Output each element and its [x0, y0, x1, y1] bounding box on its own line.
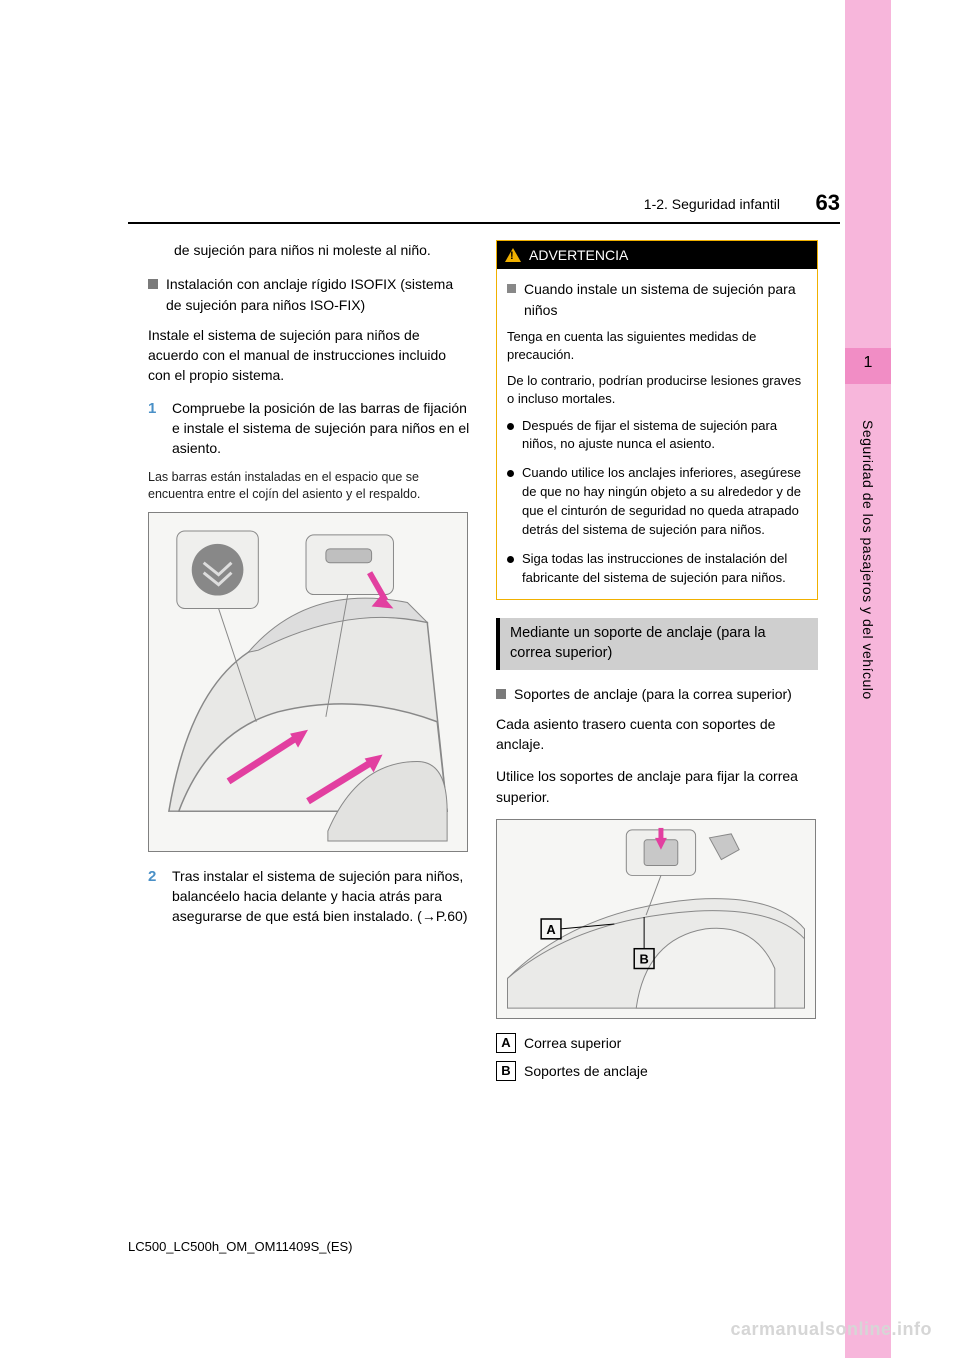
side-section-title: Seguridad de los pasajeros y del vehícul…: [860, 420, 876, 700]
step2-text-b: ): [463, 908, 468, 924]
svg-text:B: B: [639, 952, 648, 967]
warning-title: ADVERTENCIA: [529, 245, 628, 265]
step-2: 2 Tras instalar el sistema de sujeción p…: [148, 866, 470, 927]
tether-illustration: A B: [497, 820, 815, 1018]
square-bullet-icon: [507, 284, 516, 293]
figure-tether-anchor: A B: [496, 819, 816, 1019]
step-note: Las barras están instaladas en el espaci…: [148, 469, 470, 504]
page-ref: →P.60: [422, 908, 463, 924]
bullet-dot-icon: [507, 470, 514, 477]
chapter-tab-bg: [845, 0, 891, 348]
manual-page: 1 Seguridad de los pasajeros y del vehíc…: [0, 0, 960, 1358]
legend-a-text: Correa superior: [524, 1033, 621, 1053]
warning-bullet: Siga todas las instrucciones de instalac…: [507, 550, 807, 588]
watermark: carmanualsonline.info: [730, 1319, 932, 1340]
sub-heading-isofix: Instalación con anclaje rígido ISOFIX (s…: [148, 274, 470, 315]
warning-p1: Tenga en cuenta las siguientes medidas d…: [507, 328, 807, 364]
left-column: de sujeción para niños ni moleste al niñ…: [148, 240, 470, 1090]
right-column: ADVERTENCIA Cuando instale un sistema de…: [496, 240, 818, 1090]
warning-bullet: Después de fijar el sistema de sujeción …: [507, 417, 807, 455]
isofix-illustration: [149, 513, 467, 851]
continued-text: de sujeción para niños ni moleste al niñ…: [148, 240, 470, 260]
warning-triangle-icon: [505, 248, 521, 262]
sub-heading-text: Soportes de anclaje (para la correa supe…: [514, 684, 792, 704]
chapter-number: 1: [845, 354, 891, 372]
sub-heading-text: Instalación con anclaje rígido ISOFIX (s…: [166, 274, 470, 315]
figure-isofix-seat: [148, 512, 468, 852]
legend-box-b: B: [496, 1061, 516, 1081]
page-header: 1-2. Seguridad infantil 63: [128, 196, 840, 224]
legend-box-a: A: [496, 1033, 516, 1053]
step-text: Compruebe la posición de las barras de f…: [172, 398, 470, 459]
section-label: 1-2. Seguridad infantil: [644, 196, 780, 212]
step-1: 1 Compruebe la posición de las barras de…: [148, 398, 470, 459]
square-bullet-icon: [148, 279, 158, 289]
legend-b: B Soportes de anclaje: [496, 1061, 818, 1081]
legend-a: A Correa superior: [496, 1033, 818, 1053]
legend-b-text: Soportes de anclaje: [524, 1061, 648, 1081]
step-number: 2: [148, 866, 162, 927]
bullet-dot-icon: [507, 423, 514, 430]
step2-text-a: Tras instalar el sistema de sujeción par…: [172, 868, 463, 925]
warning-b2: Cuando utilice los anclajes inferiores, …: [522, 464, 807, 539]
warning-b3: Siga todas las instrucciones de instalac…: [522, 550, 807, 588]
square-bullet-icon: [496, 689, 506, 699]
step-text: Tras instalar el sistema de sujeción par…: [172, 866, 470, 927]
warning-bullet: Cuando utilice los anclajes inferiores, …: [507, 464, 807, 539]
content-area: de sujeción para niños ni moleste al niñ…: [148, 240, 818, 1090]
warning-box: ADVERTENCIA Cuando instale un sistema de…: [496, 240, 818, 600]
intro-paragraph: Instale el sistema de sujeción para niño…: [148, 325, 470, 386]
warning-header: ADVERTENCIA: [497, 241, 817, 269]
step-number: 1: [148, 398, 162, 459]
page-number: 63: [816, 190, 840, 216]
section-heading-bar: Mediante un soporte de anclaje (para la …: [496, 618, 818, 669]
anchor-p1: Cada asiento trasero cuenta con soportes…: [496, 714, 818, 755]
warning-subtitle-row: Cuando instale un sistema de sujeción pa…: [507, 279, 807, 320]
bullet-dot-icon: [507, 556, 514, 563]
anchor-p2: Utilice los soportes de anclaje para fij…: [496, 766, 818, 807]
footer-code: LC500_LC500h_OM_OM11409S_(ES): [128, 1239, 353, 1254]
warning-b1: Después de fijar el sistema de sujeción …: [522, 417, 807, 455]
sub-heading-anchor: Soportes de anclaje (para la correa supe…: [496, 684, 818, 704]
warning-p2: De lo contrario, podrían producirse lesi…: [507, 372, 807, 408]
svg-text:A: A: [546, 922, 555, 937]
warning-subtitle: Cuando instale un sistema de sujeción pa…: [524, 279, 807, 320]
